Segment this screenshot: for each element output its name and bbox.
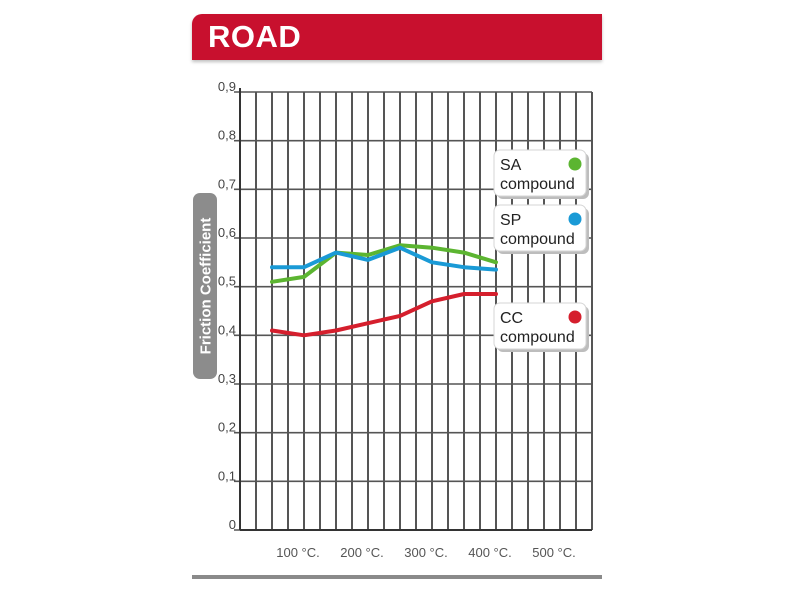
legend-dot-sp: [568, 212, 582, 226]
legend-label-sa: SA: [500, 157, 522, 174]
y-tick-label: 0,6: [218, 225, 236, 240]
y-tick-label: 0: [229, 517, 236, 532]
y-tick-label: 0,5: [218, 274, 236, 289]
y-tick-label: 0,8: [218, 128, 236, 143]
y-tick-label: 0,1: [218, 468, 236, 483]
legend-dot-cc: [568, 310, 582, 324]
legend-box-sa: [493, 149, 587, 197]
legend-box-cc: [493, 302, 587, 350]
x-tick-label: 200 °C.: [340, 545, 384, 560]
x-tick-label: 100 °C.: [276, 545, 320, 560]
legend-label-cc: CC: [500, 310, 523, 327]
y-axis-label: Friction Coefficient: [198, 218, 215, 355]
legend-label-sp-compound: compound: [500, 231, 575, 248]
y-tick-label: 0,2: [218, 420, 236, 435]
page-title: ROAD: [208, 19, 302, 54]
legend-dot-sa: [568, 157, 582, 171]
legend-label-sa-compound: compound: [500, 176, 575, 193]
x-tick-label: 400 °C.: [468, 545, 512, 560]
legend-box-sp: [493, 204, 587, 252]
legend-label-cc-compound: compound: [500, 329, 575, 346]
header-banner: ROAD: [192, 14, 602, 60]
bottom-divider: [192, 575, 602, 579]
series-line-sa: [270, 243, 498, 284]
y-axis-label-pill: Friction Coefficient: [193, 193, 217, 379]
y-tick-label: 0,9: [218, 79, 236, 94]
series-line-sp: [270, 245, 498, 272]
series-line-cc: [270, 292, 498, 338]
legend-label-sp: SP: [500, 212, 521, 229]
y-axis-label-background: [193, 193, 217, 379]
x-tick-label: 300 °C.: [404, 545, 448, 560]
y-tick-label: 0,7: [218, 176, 236, 191]
y-tick-label: 0,3: [218, 371, 236, 386]
x-tick-label: 500 °C.: [532, 545, 576, 560]
y-tick-label: 0,4: [218, 322, 236, 337]
